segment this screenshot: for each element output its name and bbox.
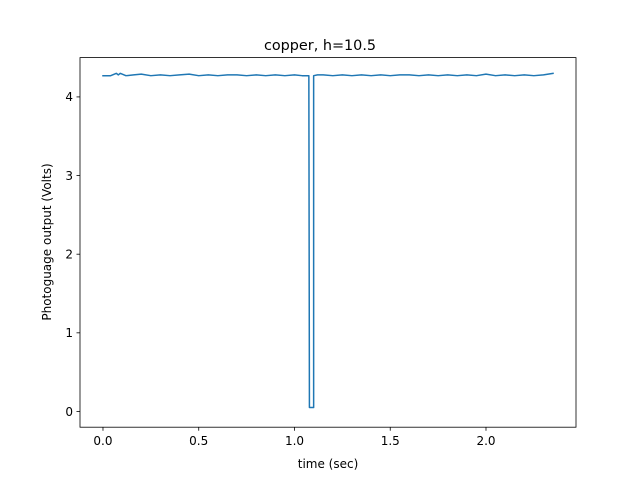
y-axis-label: Photoguage output (Volts)	[40, 163, 54, 320]
y-tick-label: 1	[65, 326, 73, 340]
y-tick-label: 2	[65, 247, 73, 261]
plot-area-frame	[79, 57, 577, 428]
y-tick-label: 4	[65, 90, 73, 104]
series-line-0	[102, 72, 554, 409]
x-tick-label: 0.0	[93, 434, 112, 448]
x-tick-label: 1.0	[285, 434, 304, 448]
x-axis: 0.0 0.5 1.0 1.5 2.0	[93, 427, 496, 448]
x-tick-label: 0.5	[189, 434, 208, 448]
y-tick-label: 3	[65, 169, 73, 183]
y-tick-label: 0	[65, 405, 73, 419]
chart-title: copper, h=10.5	[264, 38, 376, 54]
y-axis: 0 1 2 3 4	[65, 90, 80, 419]
series-layer	[102, 72, 554, 409]
x-axis-label: time (sec)	[298, 457, 359, 471]
x-tick-label: 1.5	[381, 434, 400, 448]
x-tick-label: 2.0	[476, 434, 495, 448]
